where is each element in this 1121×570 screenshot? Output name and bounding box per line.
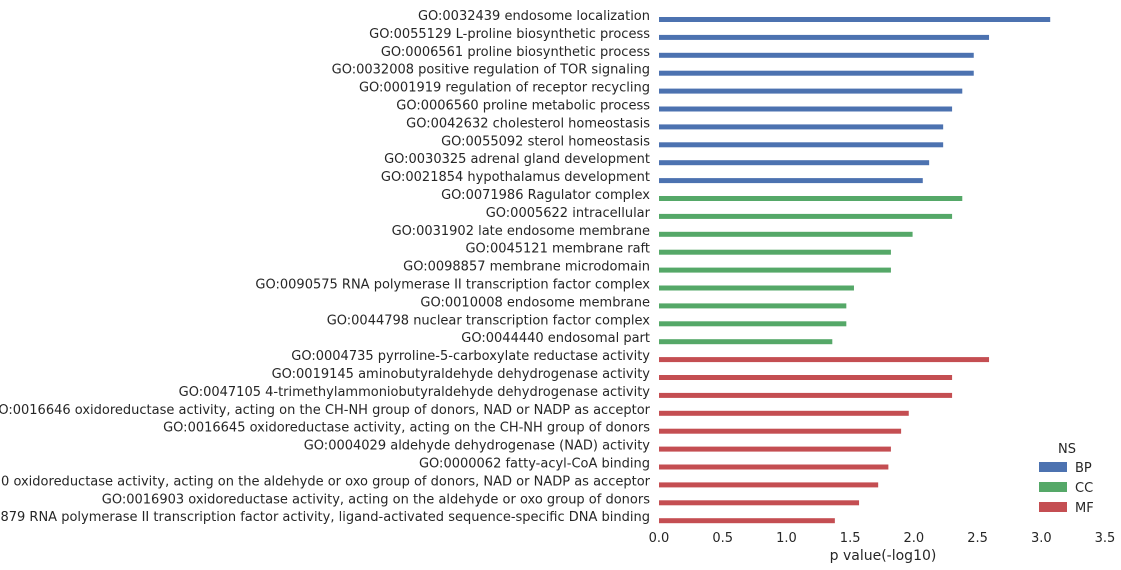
category-label: GO:0001919 regulation of receptor recycl… bbox=[359, 81, 650, 96]
category-label: GO:0047105 4-trimethylammoniobutyraldehy… bbox=[179, 385, 651, 400]
bar bbox=[659, 70, 974, 76]
legend-swatch bbox=[1039, 462, 1067, 472]
bar bbox=[659, 375, 953, 380]
x-tick-label: 1.0 bbox=[776, 531, 797, 546]
bar bbox=[659, 160, 930, 166]
x-tick-label: 2.0 bbox=[904, 531, 925, 546]
category-label: GO:0016645 oxidoreductase activity, acti… bbox=[163, 421, 650, 436]
bar bbox=[659, 518, 835, 524]
category-label: GO:0098857 membrane microdomain bbox=[403, 260, 650, 275]
bar bbox=[659, 34, 990, 40]
category-label: GO:0071986 Ragulator complex bbox=[441, 188, 650, 203]
bar bbox=[659, 500, 860, 506]
category-label: GO:0005622 intracellular bbox=[486, 206, 651, 221]
x-tick-label: 2.5 bbox=[967, 531, 988, 546]
bar bbox=[659, 142, 944, 148]
bar bbox=[659, 339, 833, 345]
bar bbox=[659, 196, 963, 201]
category-label: GO:0016620 oxidoreductase activity, acti… bbox=[0, 474, 651, 489]
x-tick-label: 3.5 bbox=[1095, 531, 1116, 546]
category-label: GO:0044798 nuclear transcription factor … bbox=[327, 313, 651, 328]
bar bbox=[659, 88, 963, 94]
bar bbox=[659, 464, 889, 470]
category-label: GO:0004879 RNA polymerase II transcripti… bbox=[0, 510, 650, 525]
category-label: GO:0090575 RNA polymerase II transcripti… bbox=[255, 278, 650, 293]
category-label: GO:0000062 fatty-acyl-CoA binding bbox=[419, 457, 650, 472]
legend-label: CC bbox=[1075, 481, 1093, 496]
category-label: GO:0030325 adrenal gland development bbox=[384, 152, 650, 167]
category-label: GO:0016903 oxidoreductase activity, acti… bbox=[102, 492, 650, 507]
x-tick-label: 3.0 bbox=[1031, 531, 1052, 546]
x-tick-label: 0.0 bbox=[649, 531, 670, 546]
bar bbox=[659, 446, 891, 452]
bar bbox=[659, 321, 847, 327]
bar bbox=[659, 213, 953, 219]
bar bbox=[659, 106, 953, 112]
bar bbox=[659, 357, 990, 363]
category-label: GO:0006561 proline biosynthetic process bbox=[381, 45, 650, 60]
category-label: GO:0010008 endosome membrane bbox=[420, 295, 650, 310]
bar bbox=[659, 52, 974, 58]
category-label: GO:0019145 aminobutyraldehyde dehydrogen… bbox=[272, 367, 651, 382]
bar bbox=[659, 178, 923, 184]
bar bbox=[659, 231, 913, 237]
category-label: GO:0055092 sterol homeostasis bbox=[441, 134, 650, 149]
bar bbox=[659, 303, 847, 309]
category-label: GO:0004735 pyrroline-5-carboxylate reduc… bbox=[291, 349, 650, 364]
x-axis-title: p value(-log10) bbox=[830, 548, 937, 564]
legend-label: BP bbox=[1075, 461, 1092, 476]
category-label: GO:0042632 cholesterol homeostasis bbox=[406, 116, 650, 131]
bar bbox=[659, 428, 902, 434]
bar bbox=[659, 285, 854, 291]
bar bbox=[659, 482, 879, 488]
x-tick-label: 1.5 bbox=[840, 531, 861, 546]
category-label: GO:0031902 late endosome membrane bbox=[392, 224, 650, 239]
category-label: GO:0044440 endosomal part bbox=[461, 331, 650, 346]
bars-layer bbox=[659, 17, 1051, 524]
category-label: GO:0006560 proline metabolic process bbox=[396, 99, 650, 114]
bar bbox=[659, 124, 944, 130]
category-label: GO:0032008 positive regulation of TOR si… bbox=[332, 63, 650, 78]
legend-swatch bbox=[1039, 482, 1067, 492]
x-axis: 0.0 0.5 1.0 1.5 2.0 2.5 3.0 3.5 bbox=[649, 531, 1116, 546]
legend-title: NS bbox=[1058, 442, 1076, 457]
legend-swatch bbox=[1039, 502, 1067, 512]
category-label: GO:0045121 membrane raft bbox=[465, 242, 650, 257]
bar bbox=[659, 392, 953, 398]
category-label: GO:0032439 endosome localization bbox=[418, 9, 650, 24]
category-label: GO:0016646 oxidoreductase activity, acti… bbox=[0, 403, 651, 418]
bar bbox=[659, 17, 1051, 22]
category-label: GO:0055129 L-proline biosynthetic proces… bbox=[369, 27, 650, 42]
category-label: GO:0021854 hypothalamus development bbox=[381, 170, 650, 185]
bar bbox=[659, 267, 891, 273]
legend-label: MF bbox=[1075, 501, 1094, 516]
x-tick-label: 0.5 bbox=[712, 531, 733, 546]
category-label: GO:0004029 aldehyde dehydrogenase (NAD) … bbox=[304, 439, 651, 454]
category-labels: GO:0032439 endosome localization GO:00551… bbox=[0, 9, 651, 525]
legend: NS BP CC MF bbox=[1039, 442, 1094, 516]
bar bbox=[659, 249, 891, 255]
bar bbox=[659, 410, 909, 416]
